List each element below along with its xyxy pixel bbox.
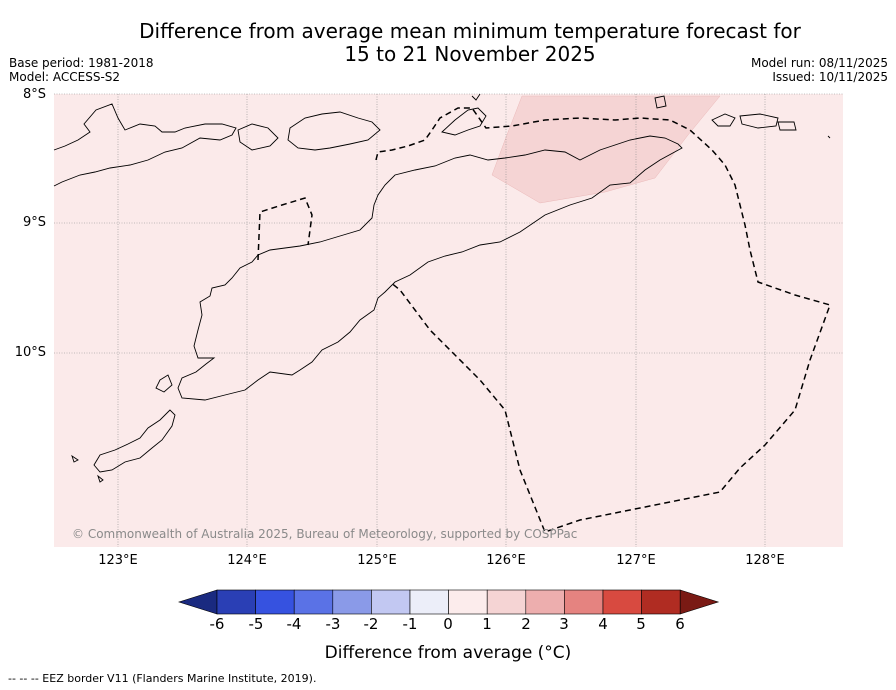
- colorbar-tick: 1: [482, 615, 492, 633]
- title-line-1: Difference from average mean minimum tem…: [139, 19, 801, 43]
- colorbar-segment: [371, 589, 411, 615]
- lon-label-126e: 126°E: [486, 553, 526, 568]
- semau-island: [97, 474, 104, 483]
- lon-label-127e: 127°E: [616, 553, 656, 568]
- colorbar-tick: -6: [209, 615, 225, 633]
- moa-island: [739, 113, 779, 129]
- colorbar-segment: [525, 589, 565, 615]
- colorbar-tick: 6: [675, 615, 685, 633]
- title-line-2: 15 to 21 November 2025: [344, 42, 596, 66]
- colorbar-tick: 5: [636, 615, 646, 633]
- colorbar-tick: 0: [443, 615, 453, 633]
- colorbar-extend-low: [178, 589, 218, 615]
- colorbar-segment: [332, 589, 372, 615]
- gridlines: [54, 93, 843, 547]
- tiny-island-north: [471, 93, 481, 101]
- model-name: Model: ACCESS-S2: [9, 70, 121, 84]
- eez-boundary-west: [257, 197, 313, 261]
- colorbar-segment: [486, 589, 527, 615]
- warm-anomaly-patch: [491, 95, 721, 204]
- flores-coastline: [53, 103, 237, 187]
- map-background: [54, 94, 843, 547]
- model-run: Model run: 08/11/2025: [750, 56, 888, 70]
- colorbar-segment: [409, 589, 449, 615]
- eez-boundary-north: [375, 107, 831, 533]
- colorbar-segment: [641, 589, 681, 615]
- colorbar-tick: 4: [598, 615, 608, 633]
- issued-date: Issued: 10/11/2025: [772, 70, 888, 84]
- alor-coastline: [287, 111, 381, 151]
- colorbar-segment: [602, 589, 642, 615]
- tiny-island-east: [827, 135, 831, 139]
- lat-label-8s: 8°S: [22, 87, 46, 102]
- meta-right: Model run: 08/11/2025 Issued: 10/11/2025: [751, 56, 888, 84]
- eez-borders: [257, 107, 831, 533]
- colorbar-tick: 2: [521, 615, 531, 633]
- colorbar-segment: [255, 589, 295, 615]
- timor-coastline: [177, 135, 683, 401]
- colorbar-tick: -1: [402, 615, 418, 633]
- colorbar-segment: [564, 589, 604, 615]
- rote-coastline: [93, 409, 176, 473]
- map-title: Difference from average mean minimum tem…: [0, 20, 896, 66]
- lon-label-125e: 125°E: [357, 553, 397, 568]
- leti-island: [711, 113, 736, 127]
- ndao-island: [71, 454, 79, 463]
- colorbar-extend-high: [679, 589, 720, 615]
- small-island-1: [155, 374, 173, 393]
- copyright-note: © Commonwealth of Australia 2025, Bureau…: [72, 527, 578, 541]
- coastlines: [53, 93, 831, 483]
- atauro-island: [654, 95, 667, 109]
- colorbar-label: Difference from average (°C): [324, 643, 572, 663]
- pantar-coastline: [237, 123, 279, 151]
- base-period: Base period: 1981-2018: [9, 56, 154, 70]
- meta-left: Base period: 1981-2018 Model: ACCESS-S2: [9, 56, 154, 84]
- lon-label-128e: 128°E: [745, 553, 785, 568]
- lat-label-10s: 10°S: [14, 345, 46, 360]
- colorbar-tick: -3: [325, 615, 341, 633]
- colorbar-tick: -2: [363, 615, 379, 633]
- colorbar-tick: -5: [248, 615, 264, 633]
- lakor-island: [777, 121, 797, 131]
- colorbar-segment: [293, 589, 334, 615]
- eez-legend-note: -- -- -- EEZ border V11 (Flanders Marine…: [8, 672, 317, 685]
- lon-label-123e: 123°E: [98, 553, 138, 568]
- lat-label-9s: 9°S: [22, 215, 46, 230]
- colorbar: [178, 589, 720, 615]
- colorbar-segment: [448, 589, 488, 615]
- colorbar-segment: [216, 589, 256, 615]
- wetar-coastline: [441, 107, 487, 136]
- colorbar-tick: 3: [559, 615, 569, 633]
- lon-label-124e: 124°E: [227, 553, 267, 568]
- colorbar-tick: -4: [286, 615, 302, 633]
